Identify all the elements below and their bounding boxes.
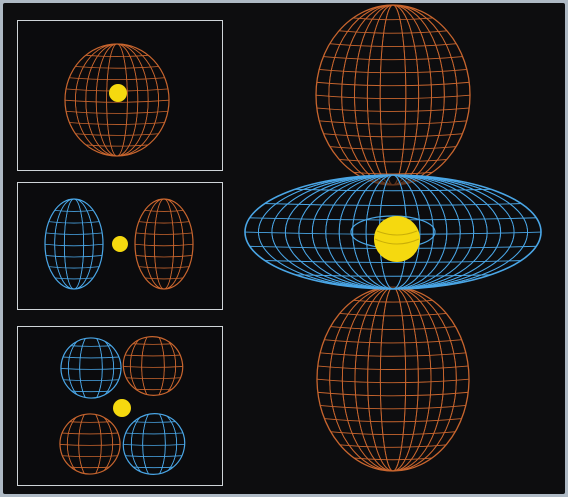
orbital-figure xyxy=(3,3,565,494)
d-orbital-lobe-lower-right xyxy=(117,409,191,479)
p-orbital-diagram xyxy=(44,198,194,290)
s-orbital-lobe xyxy=(65,44,169,156)
p-orbital-negative-lobe xyxy=(45,199,103,289)
nucleus xyxy=(374,216,420,262)
s-orbital-diagram xyxy=(64,43,170,157)
dz2-orbital-diagram xyxy=(244,4,542,472)
dz2-upper-lobe xyxy=(316,5,470,185)
d-orbital-panel xyxy=(17,326,223,486)
s-orbital-panel xyxy=(17,20,223,171)
nucleus xyxy=(113,399,131,417)
d-orbital-lobe-lower-left xyxy=(53,409,127,479)
d-orbital-diagram xyxy=(53,331,191,479)
nucleus xyxy=(109,84,127,102)
p-orbital-panel xyxy=(17,182,223,310)
d-orbital-lobe-upper-right xyxy=(116,331,190,401)
dz2-lower-lobe xyxy=(317,287,469,471)
nucleus xyxy=(112,236,128,252)
p-orbital-positive-lobe xyxy=(135,199,193,289)
d-orbital-lobe-upper-left xyxy=(54,333,128,403)
